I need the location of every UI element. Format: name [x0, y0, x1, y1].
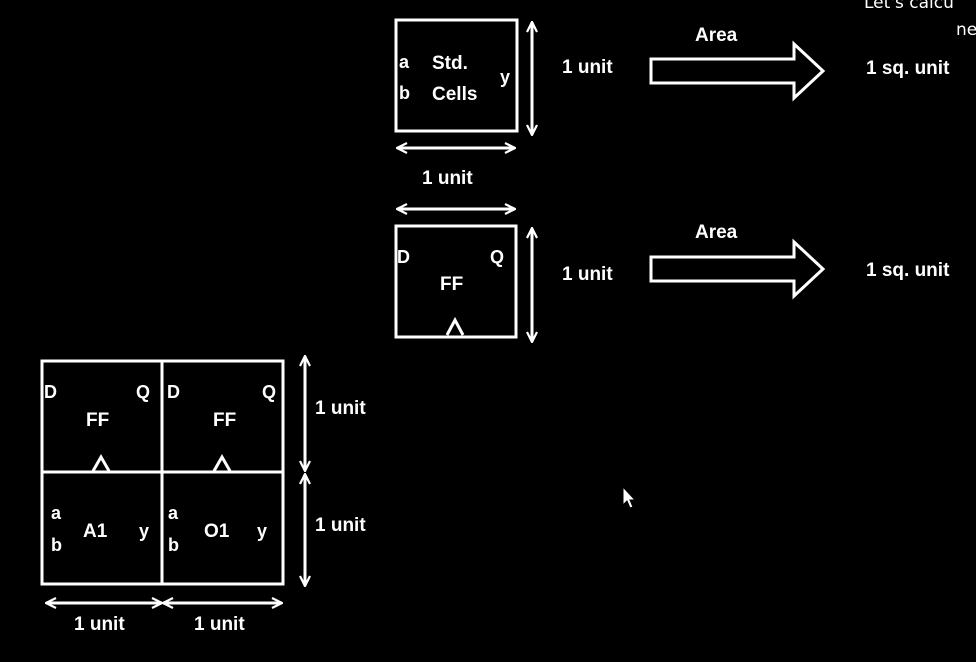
grid-ff-left-pin-q: Q [136, 382, 150, 402]
mouse-cursor-icon [622, 485, 637, 509]
grid-or-cell-pin-y: y [257, 521, 267, 541]
grid-and-cell-name: A1 [83, 521, 108, 542]
std-cell-area-arrow [649, 40, 826, 102]
grid-ff-left-clock-icon [91, 453, 111, 472]
grid-ff-right-pin-d: D [167, 382, 180, 402]
grid-ff-right-clock-icon [212, 453, 232, 472]
std-cell-area-result: 1 sq. unit [866, 58, 950, 79]
ff-cell-height-label: 1 unit [562, 264, 613, 285]
caption-line2: ne [956, 20, 976, 40]
grid-and-cell-pin-y: y [139, 521, 149, 541]
grid-ff-right-name: FF [213, 410, 236, 431]
grid-width-left-label: 1 unit [74, 614, 125, 635]
grid-ff-left-name: FF [86, 410, 109, 431]
grid-ff-left: D Q FF [44, 382, 150, 472]
ff-cell-area-label: Area [695, 222, 738, 243]
std-cell-width-label: 1 unit [422, 168, 473, 189]
std-cell-area-label: Area [695, 25, 738, 46]
grid-ff-right-pin-q: Q [262, 382, 276, 402]
grid-height-top-label: 1 unit [315, 398, 366, 419]
grid-height-bottom-label: 1 unit [315, 515, 366, 536]
grid-or-cell-name: O1 [204, 521, 230, 542]
grid-and-cell: a b A1 y [51, 503, 149, 555]
cell-grid: D Q FF D Q FF a b A1 y a b O1 y [40, 359, 285, 586]
ff-cell-block: D Q FF [394, 224, 518, 339]
ff-cell-pin-d: D [397, 247, 410, 267]
ff-cell-clock-icon [445, 316, 465, 336]
grid-ff-left-pin-d: D [44, 382, 57, 402]
grid-or-cell-pin-b: b [168, 535, 179, 555]
ff-cell-pin-q: Q [490, 247, 504, 267]
std-cell-name-line1: Std. [432, 53, 468, 74]
grid-or-cell-pin-a: a [168, 503, 179, 523]
grid-or-cell: a b O1 y [168, 503, 267, 555]
std-cell-box [394, 18, 519, 133]
ff-cell-box [394, 224, 518, 339]
ff-cell-area-arrow [649, 238, 826, 300]
ff-cell-name: FF [440, 274, 463, 295]
grid-and-cell-pin-b: b [51, 535, 62, 555]
std-cell-pin-b: b [399, 83, 410, 103]
std-cell-pin-y: y [500, 67, 510, 87]
std-cell-height-label: 1 unit [562, 57, 613, 78]
grid-and-cell-pin-a: a [51, 503, 62, 523]
std-cell-name-line2: Cells [432, 84, 477, 105]
grid-ff-right: D Q FF [167, 382, 276, 472]
std-cell-pin-a: a [399, 52, 410, 72]
ff-cell-area-result: 1 sq. unit [866, 260, 950, 281]
std-cell-block: a b y Std. Cells [394, 18, 519, 133]
grid-width-right-label: 1 unit [194, 614, 245, 635]
caption-line1: Let's calcu [864, 0, 954, 13]
